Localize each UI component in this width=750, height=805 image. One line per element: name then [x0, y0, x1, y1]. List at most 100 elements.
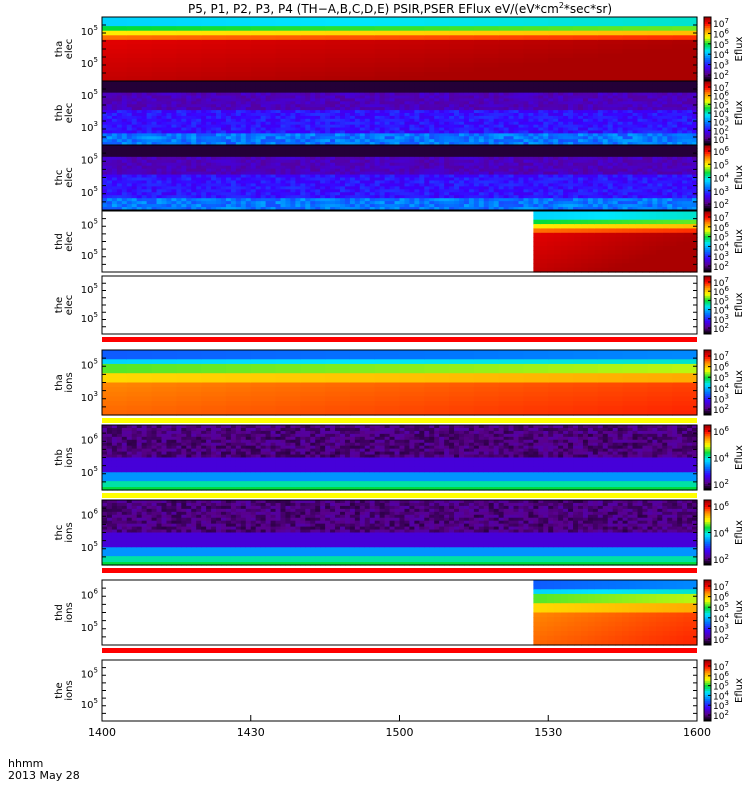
heatmap-cell [127, 35, 152, 40]
heatmap-cell [300, 54, 325, 59]
heatmap-cell [375, 72, 400, 77]
y-tick-label: 105 [81, 88, 98, 102]
heatmap-cell [499, 63, 524, 68]
heatmap-cell [375, 54, 400, 59]
heatmap-cell [474, 31, 499, 36]
heatmap-cell [598, 63, 623, 68]
heatmap-cell [201, 35, 226, 40]
heatmap-cell [350, 67, 375, 72]
heatmap-cell [474, 63, 499, 68]
heatmap-cell [474, 49, 499, 54]
heatmap-cell [400, 63, 425, 68]
heatmap-cell [176, 44, 201, 49]
heatmap-cell [176, 63, 201, 68]
heatmap-cell [400, 44, 425, 49]
heatmap-cell [499, 17, 524, 22]
heatmap-cell [548, 58, 573, 63]
heatmap-cell [325, 22, 350, 27]
heatmap-cell [449, 54, 474, 59]
heatmap-cell [424, 40, 449, 45]
heatmap-cell [647, 67, 672, 72]
heatmap-cell [499, 26, 524, 31]
heatmap-cell [523, 54, 548, 59]
heatmap-cell [647, 44, 672, 49]
heatmap-cell [102, 26, 127, 31]
heatmap-cell [499, 40, 524, 45]
heatmap-cell [325, 72, 350, 77]
heatmap-cell [152, 17, 177, 22]
heatmap-cell [152, 26, 177, 31]
heatmap-cell [424, 54, 449, 59]
heatmap-cell [424, 58, 449, 63]
heatmap-cell [127, 40, 152, 45]
heatmap-cell [424, 22, 449, 27]
heatmap-cell [251, 22, 276, 27]
heatmap-cell [598, 31, 623, 36]
heatmap-cell [573, 72, 598, 77]
heatmap-cell [474, 22, 499, 27]
heatmap-cell [300, 26, 325, 31]
heatmap-cell [499, 31, 524, 36]
heatmap-cell [523, 35, 548, 40]
heatmap-cell [226, 40, 251, 45]
heatmap-cell [449, 35, 474, 40]
heatmap-cell [647, 31, 672, 36]
heatmap-cell [598, 17, 623, 22]
heatmap-cells [102, 145, 698, 211]
heatmap-cell [201, 67, 226, 72]
heatmap-cell [623, 67, 648, 72]
heatmap-cell [102, 22, 127, 27]
heatmap-cell [251, 49, 276, 54]
heatmap-cell [499, 58, 524, 63]
heatmap-cell [300, 40, 325, 45]
heatmap-cell [672, 58, 697, 63]
heatmap-cell [523, 49, 548, 54]
heatmap-cell [400, 54, 425, 59]
heatmap-cell [176, 22, 201, 27]
heatmap-cell [276, 49, 301, 54]
heatmap-cell [400, 49, 425, 54]
heatmap-cell [127, 49, 152, 54]
heatmap-cell [375, 35, 400, 40]
heatmap-cell [300, 35, 325, 40]
heatmap-cell [548, 72, 573, 77]
heatmap-cell [573, 63, 598, 68]
heatmap-cell [300, 49, 325, 54]
heatmap-cell [623, 22, 648, 27]
heatmap-cell [152, 22, 177, 27]
heatmap-cell [375, 44, 400, 49]
heatmap-cell [350, 35, 375, 40]
heatmap-cell [647, 72, 672, 77]
heatmap-cell [226, 17, 251, 22]
heatmap-cell [499, 67, 524, 72]
heatmap-cell [598, 35, 623, 40]
heatmap-cell [201, 58, 226, 63]
heatmap-cell [548, 26, 573, 31]
heatmap-cell [499, 35, 524, 40]
heatmap-cell [474, 58, 499, 63]
heatmap-cell [176, 54, 201, 59]
heatmap-cell [201, 44, 226, 49]
heatmap-cell [350, 44, 375, 49]
figure-title: P5, P1, P2, P3, P4 (TH−A,B,C,D,E) PSIR,P… [188, 1, 612, 16]
heatmap-cell [300, 22, 325, 27]
heatmap-cell [474, 17, 499, 22]
heatmap-cell [598, 40, 623, 45]
y-axis-label: thaelec [54, 39, 75, 60]
heatmap-cell [548, 49, 573, 54]
heatmap-cell [226, 31, 251, 36]
heatmap-cell [102, 58, 127, 63]
heatmap-cell [474, 54, 499, 59]
heatmap-cell [102, 17, 127, 22]
heatmap-cell [400, 26, 425, 31]
heatmap-cell [375, 22, 400, 27]
heatmap-cell [350, 40, 375, 45]
heatmap-cell [226, 58, 251, 63]
heatmap-cell [474, 67, 499, 72]
heatmap-cell [548, 35, 573, 40]
heatmap-cell [127, 17, 152, 22]
heatmap-cell [400, 40, 425, 45]
